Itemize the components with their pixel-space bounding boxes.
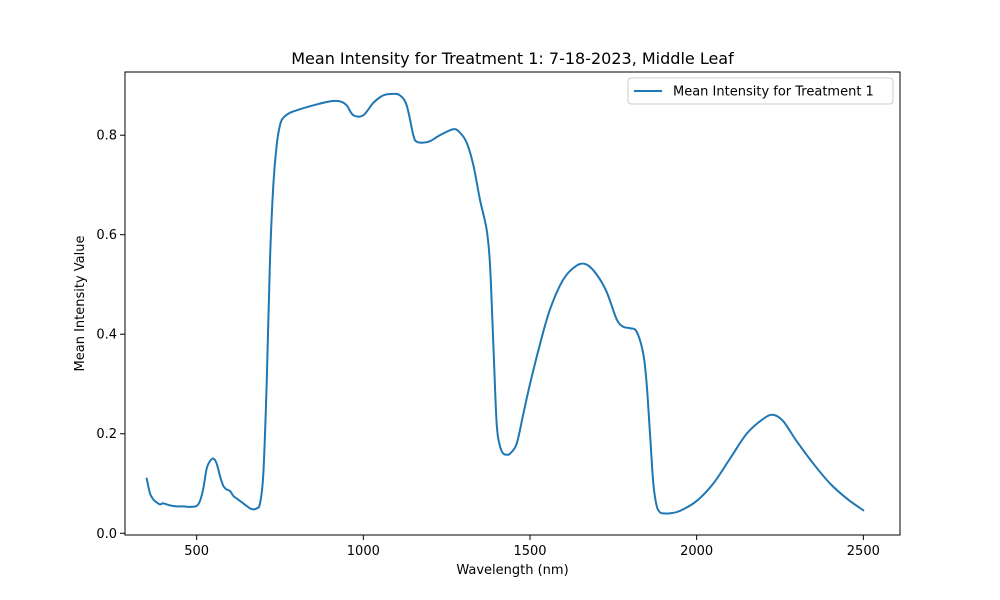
series-line [145, 92, 865, 515]
plot-area [125, 72, 900, 535]
y-tick-label: 0.6 [96, 228, 117, 243]
y-tick-label: 0.0 [96, 527, 117, 542]
x-tick-label: 2000 [680, 544, 713, 559]
plot-frame [124, 71, 901, 536]
x-tick-label: 1500 [513, 544, 546, 559]
y-tick-label: 0.2 [96, 427, 117, 442]
x-tick-label: 2500 [847, 544, 880, 559]
ticks: 500 1000 1500 2000 2500 0.0 0.2 0.4 0.6 0.8 [96, 129, 880, 559]
y-axis-label: Mean Intensity Value [73, 236, 88, 372]
y-tick-label: 0.8 [96, 129, 117, 144]
x-axis-label: Wavelength (nm) [456, 563, 568, 578]
x-tick-label: 1000 [347, 544, 380, 559]
legend-box [627, 77, 894, 105]
x-tick-label: 500 [184, 544, 209, 559]
legend-label: Mean Intensity for Treatment 1 [673, 85, 874, 100]
legend: Mean Intensity for Treatment 1 [627, 77, 894, 105]
chart-title: Mean Intensity for Treatment 1: 7-18-202… [291, 49, 734, 68]
y-tick-label: 0.4 [96, 328, 117, 343]
